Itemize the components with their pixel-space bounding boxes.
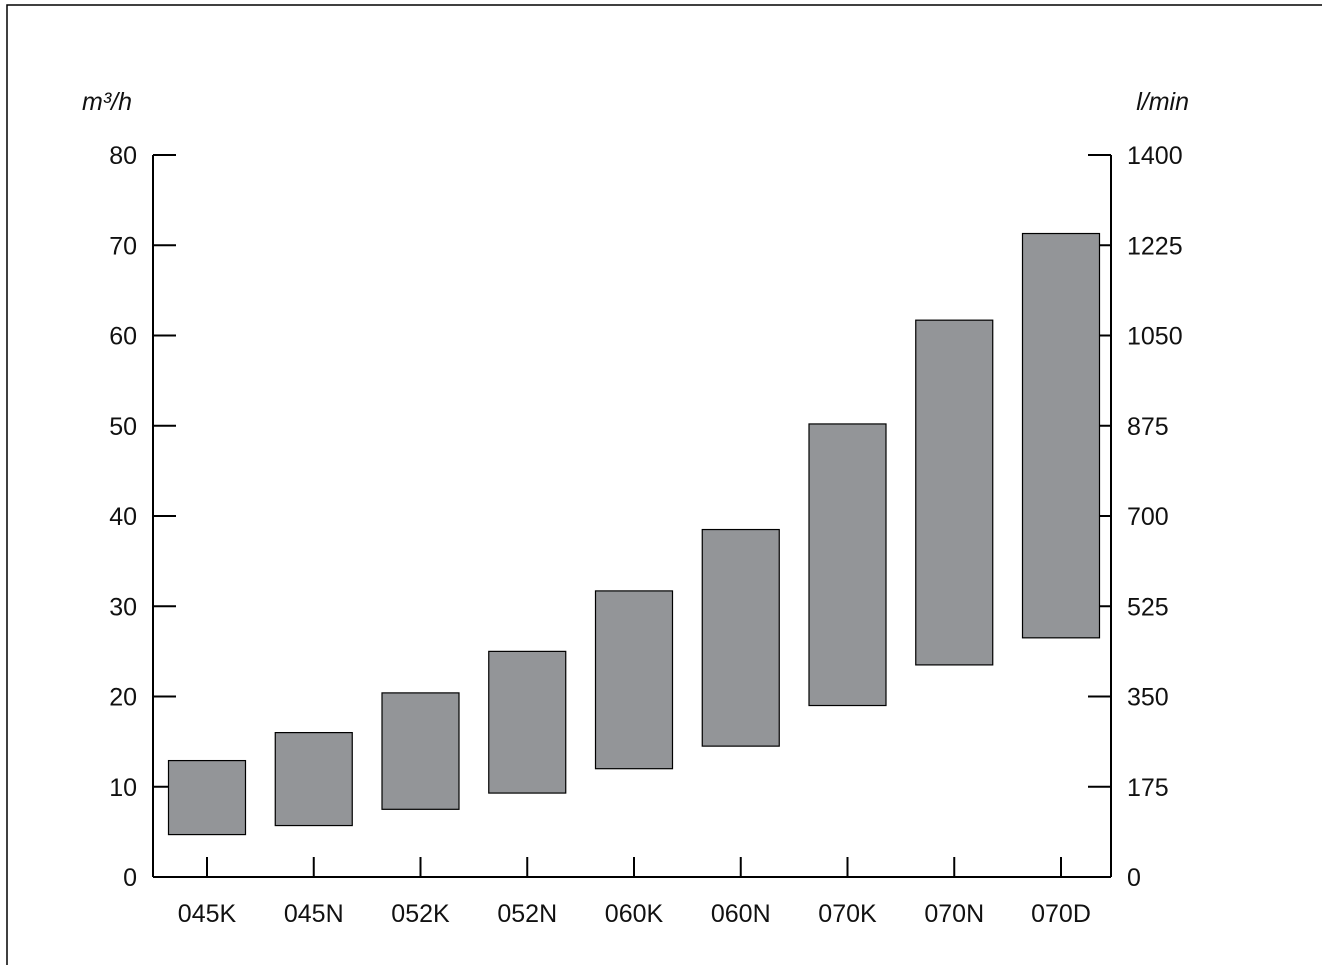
left-y-tick-label: 80 [109,142,137,170]
left-y-tick-label: 60 [109,323,137,351]
bar-052n [488,650,567,794]
right-y-tick-label: 1400 [1127,142,1183,170]
left-y-tick-label: 20 [109,684,137,712]
right-y-ticks: 0 175 350 525 700 875 1050 1225 1400 [1088,142,1183,892]
left-y-ticks: 0 10 20 30 40 50 60 70 80 [109,142,176,892]
left-y-tick-label: 30 [109,593,137,621]
right-y-tick-label: 700 [1127,503,1169,531]
x-ticks: 045K 045N 052K 052N 060K 060N 070K 070N 070D [178,857,1091,928]
x-tick-label: 060N [711,900,771,928]
right-y-tick-label: 175 [1127,774,1169,802]
right-y-tick-label: 1050 [1127,323,1183,351]
x-tick-label: 045N [284,900,344,928]
bar-070d [1021,232,1101,639]
left-y-tick-label: 10 [109,774,137,802]
x-tick-label: 060K [605,900,664,928]
x-tick-label: 052N [497,900,557,928]
x-tick-label: 070N [924,900,984,928]
bar-045k [167,759,247,836]
bar-060k [594,590,674,770]
bar-070k [808,423,887,707]
bar-045n [274,731,353,827]
right-y-tick-label: 350 [1127,684,1169,712]
left-y-tick-label: 40 [109,503,137,531]
right-y-tick-label: 875 [1127,413,1169,441]
left-y-tick-label: 70 [109,232,137,260]
left-y-tick-label: 50 [109,413,137,441]
right-axis-unit-label: l/min [1136,88,1189,116]
x-tick-label: 045K [178,900,237,928]
right-y-tick-label: 1225 [1127,232,1183,260]
bar-070n [915,319,994,666]
left-y-tick-label: 0 [123,864,137,892]
x-tick-label: 052K [391,900,450,928]
right-y-tick-label: 525 [1127,593,1169,621]
x-tick-label: 070K [818,900,877,928]
bar-060n [701,528,780,747]
left-axis-unit-label: m³/h [82,88,132,116]
x-tick-label: 070D [1031,900,1091,928]
right-y-tick-label: 0 [1127,864,1141,892]
bar-052k [381,692,460,810]
bars [167,232,1101,836]
